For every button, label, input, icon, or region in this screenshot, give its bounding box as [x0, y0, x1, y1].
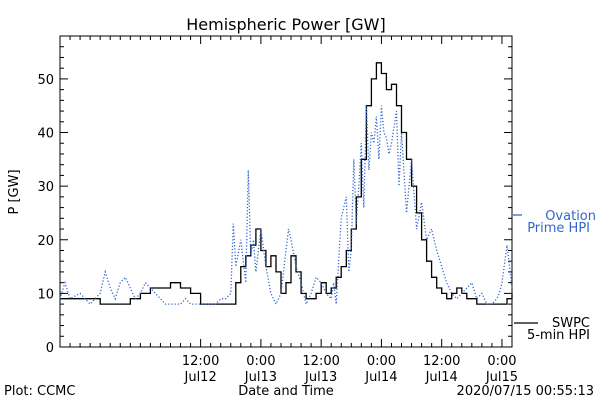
series-ovation-prime-hpi [59, 105, 513, 307]
plot-credit: Plot: CCMC [4, 384, 75, 399]
chart-title: Hemispheric Power [GW] [186, 15, 385, 34]
series-line [60, 62, 513, 305]
y-tick-label: 50 [37, 73, 54, 88]
x-tick-label-date: Jul14 [425, 370, 458, 385]
y-tick-label: 40 [37, 127, 54, 142]
legend-ovation-label: Ovation [545, 209, 596, 224]
series-swpc-5min-hpi [60, 62, 513, 305]
x-tick-label-date: Jul14 [364, 370, 397, 385]
x-tick-label-time: 0:00 [367, 354, 396, 369]
x-tick-label-date: Jul13 [244, 370, 277, 385]
x-tick-label-time: 12:00 [302, 354, 339, 369]
legend-swpc-label: 5-min HPI [527, 328, 590, 343]
series-line [59, 105, 513, 307]
timestamp: 2020/07/15 00:55:13 [457, 384, 594, 399]
legend-swpc-label: SWPC [552, 316, 590, 331]
plot-frame [59, 35, 513, 348]
x-tick-label-time: 12:00 [423, 354, 460, 369]
y-tick-label: 30 [37, 180, 54, 195]
x-tick-label-date: Jul12 [184, 370, 217, 385]
y-tick-label: 10 [37, 287, 54, 302]
x-tick-label-time: 0:00 [487, 354, 516, 369]
x-tick-label-date: Jul13 [304, 370, 337, 385]
legend-ovation-label: Prime HPI [527, 221, 590, 236]
x-tick-label-time: 0:00 [246, 354, 275, 369]
y-axis-label: P [GW] [7, 169, 22, 214]
y-tick-label: 0 [46, 341, 54, 356]
y-tick-label: 20 [37, 234, 54, 249]
x-tick-label-date: Jul15 [485, 370, 518, 385]
x-tick-label-time: 12:00 [182, 354, 219, 369]
x-axis-label: Date and Time [238, 384, 334, 399]
